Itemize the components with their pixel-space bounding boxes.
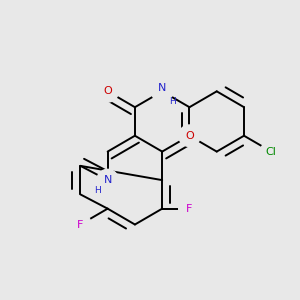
Circle shape [260, 141, 282, 162]
Circle shape [152, 81, 173, 102]
Text: O: O [185, 131, 194, 141]
Circle shape [179, 198, 200, 219]
Text: H: H [169, 97, 176, 106]
Text: N: N [103, 175, 112, 185]
Text: F: F [186, 204, 193, 214]
Text: N: N [158, 83, 166, 93]
Text: F: F [77, 220, 84, 230]
Text: Cl: Cl [266, 147, 277, 157]
Circle shape [97, 81, 118, 102]
Text: O: O [103, 86, 112, 96]
Text: H: H [94, 186, 101, 195]
Circle shape [70, 214, 91, 235]
Circle shape [179, 125, 200, 146]
Circle shape [97, 169, 118, 191]
